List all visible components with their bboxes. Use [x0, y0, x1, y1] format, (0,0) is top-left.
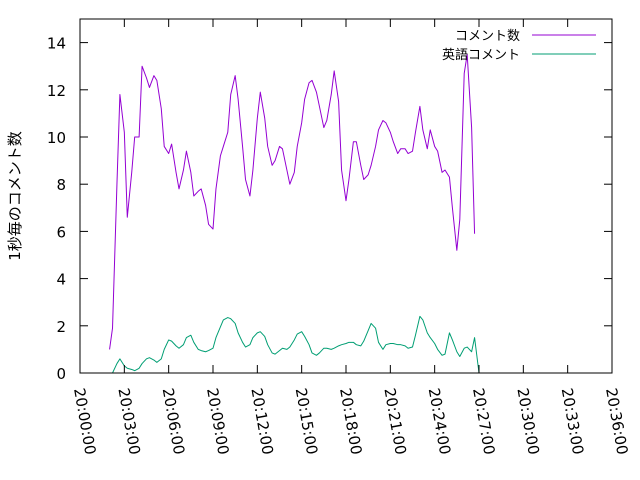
y-tick-label: 14 [47, 35, 66, 53]
legend-label-1: 英語コメント [442, 47, 520, 63]
y-tick-label: 12 [47, 82, 66, 100]
legend-label-0: コメント数 [455, 29, 520, 44]
series-line-0 [109, 53, 476, 350]
y-tick-label: 4 [56, 271, 66, 289]
series-line-1 [112, 315, 480, 374]
y-axis-label: 1秒毎のコメント数 [6, 131, 24, 261]
y-tick-label: 8 [56, 176, 66, 194]
y-tick-label: 0 [56, 365, 66, 383]
y-tick-label: 6 [56, 223, 66, 241]
plot-series [109, 53, 480, 374]
y-tick-label: 2 [56, 318, 66, 336]
y-axis: 0 2 4 6 8 10 12 14 [47, 35, 612, 383]
y-tick-label: 10 [47, 129, 66, 147]
